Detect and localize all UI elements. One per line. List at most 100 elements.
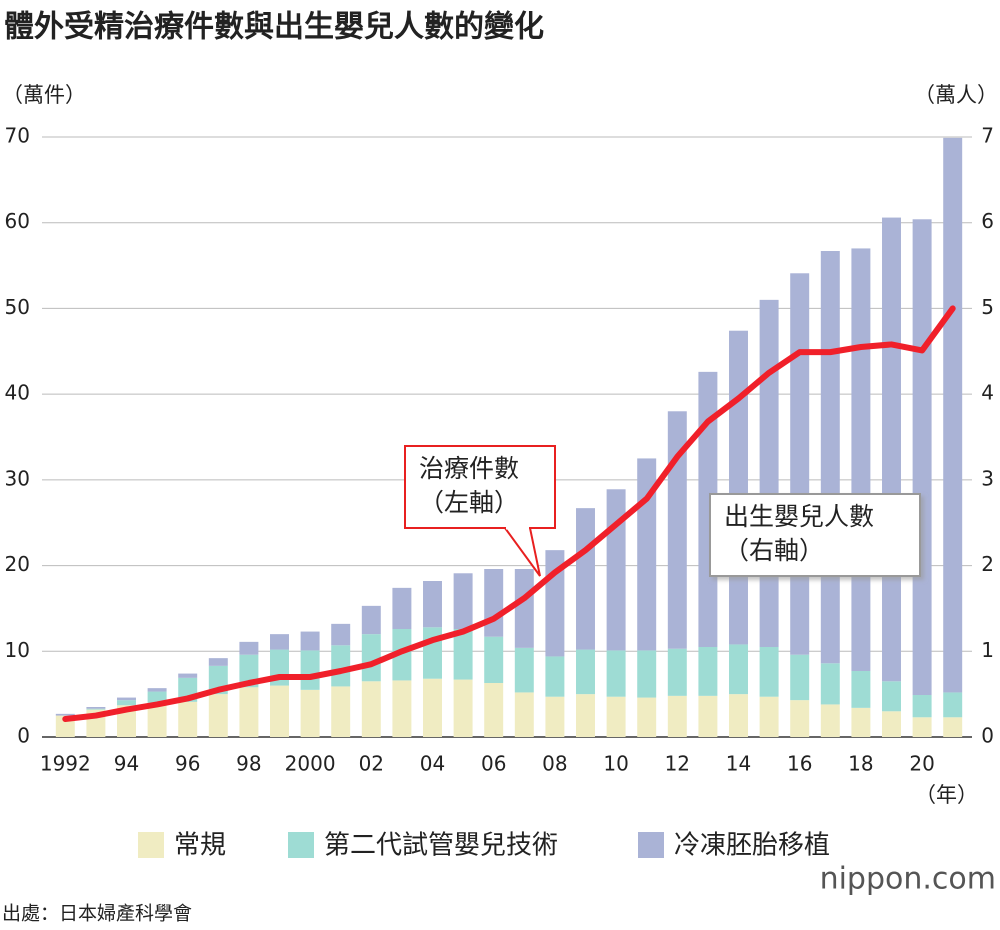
bar-segment <box>729 330 748 645</box>
bar-segment <box>882 681 901 712</box>
y2-tick-label: 0 <box>981 724 994 748</box>
bar-segment <box>820 251 840 664</box>
bar-segment <box>637 697 657 737</box>
bar-segment <box>667 411 687 649</box>
bar-segment <box>851 707 871 737</box>
bar-segment <box>453 679 473 737</box>
bar-segment <box>882 217 901 682</box>
bar-segment <box>331 623 351 646</box>
legend-swatch <box>138 832 164 858</box>
x-tick-label: 06 <box>481 752 506 776</box>
legend-label: 冷凍胚胎移植 <box>674 831 830 861</box>
bar-segment <box>300 689 320 737</box>
bar-segment <box>698 371 718 647</box>
y-tick-label: 20 <box>5 552 30 576</box>
bar-segment <box>576 508 595 650</box>
bar-segment <box>912 695 932 718</box>
bar-segment <box>361 634 381 682</box>
y2-tick-label: 1 <box>981 638 994 662</box>
x-tick-label: 10 <box>603 752 628 776</box>
bar-segment <box>239 687 259 737</box>
x-tick-label: 20 <box>909 752 934 776</box>
bar-segment <box>86 708 106 710</box>
bar-segment <box>270 634 289 650</box>
bar-segment <box>606 696 626 737</box>
y-tick-label: 0 <box>17 724 30 748</box>
bar-segment <box>117 700 136 706</box>
bar-segment <box>147 688 167 692</box>
y2-tick-label: 2 <box>981 552 994 576</box>
bar-segment <box>331 686 351 737</box>
y-tick-label: 70 <box>5 124 30 148</box>
callout: 出生嬰兒人數 （右軸） <box>709 493 921 577</box>
bar-segment <box>147 691 167 703</box>
bar-segment <box>912 219 932 696</box>
bar-segment <box>576 649 595 695</box>
x-tick-label: 16 <box>787 752 812 776</box>
y-tick-label: 50 <box>5 295 30 319</box>
logo: nippon.com <box>820 862 996 897</box>
y-tick-label: 30 <box>5 466 30 490</box>
bar-segment <box>300 650 320 690</box>
y2-tick-label: 3 <box>981 466 994 490</box>
x-tick-label: 98 <box>236 752 261 776</box>
bar-segment <box>147 702 167 737</box>
bar-segment <box>178 673 198 678</box>
bar-segment <box>300 631 320 651</box>
bar-segment <box>361 681 381 737</box>
y-tick-label: 10 <box>5 638 30 662</box>
bar-segment <box>790 273 810 655</box>
bar-segment <box>423 627 442 679</box>
bar-segment <box>392 587 412 629</box>
bar-segment <box>820 663 840 705</box>
bar-segment <box>698 695 718 737</box>
bar-segment <box>178 701 198 737</box>
bar-segment <box>514 647 534 693</box>
bar-segment <box>667 695 687 737</box>
y2-tick-label: 7 <box>981 124 994 148</box>
legend-label: 第二代試管嬰兒技術 <box>324 831 558 861</box>
y2-tick-label: 4 <box>981 381 994 405</box>
bar-segment <box>851 248 871 671</box>
callout-text: （左軸） <box>419 488 519 517</box>
bar-segment <box>423 581 442 628</box>
callout-text: 出生嬰兒人數 <box>724 502 874 531</box>
bar-segment <box>545 656 565 697</box>
x-tick-label: 96 <box>175 752 200 776</box>
bar-segment <box>576 694 595 737</box>
bar-segment <box>667 648 687 696</box>
x-tick-label: 18 <box>848 752 873 776</box>
x-tick-label: 02 <box>359 752 384 776</box>
bar-segment <box>698 647 718 696</box>
bar-segment <box>55 713 75 716</box>
bar-segment <box>484 569 504 637</box>
bar-segment <box>943 137 963 693</box>
line <box>62 305 956 722</box>
bar-segment <box>759 299 779 647</box>
bar-segment <box>484 636 504 683</box>
y2-unit: （萬人） <box>914 83 998 107</box>
bar-segment <box>239 641 259 655</box>
bar-segment <box>514 692 534 737</box>
legend-swatch <box>638 832 664 858</box>
bar-segment <box>882 711 901 737</box>
bar-segment <box>270 685 289 737</box>
legend-swatch <box>288 832 314 858</box>
bar-segment <box>943 692 963 718</box>
bar-segment <box>392 680 412 737</box>
source: 出處：日本婦產科學會 <box>2 903 192 925</box>
bar-segment <box>606 489 626 651</box>
callout-box <box>404 445 556 529</box>
callout-text: 治療件數 <box>419 454 519 483</box>
bar-segment <box>86 707 106 709</box>
x-tick-label: 94 <box>114 752 139 776</box>
bar-segment <box>729 644 748 695</box>
x-tick-label: 04 <box>420 752 445 776</box>
x-tick-label: 08 <box>542 752 567 776</box>
y-tick-label: 40 <box>5 381 30 405</box>
bar-segment <box>453 629 473 680</box>
bar-segment <box>514 569 534 648</box>
bar-segment <box>943 717 963 737</box>
bar-segment <box>912 717 932 737</box>
